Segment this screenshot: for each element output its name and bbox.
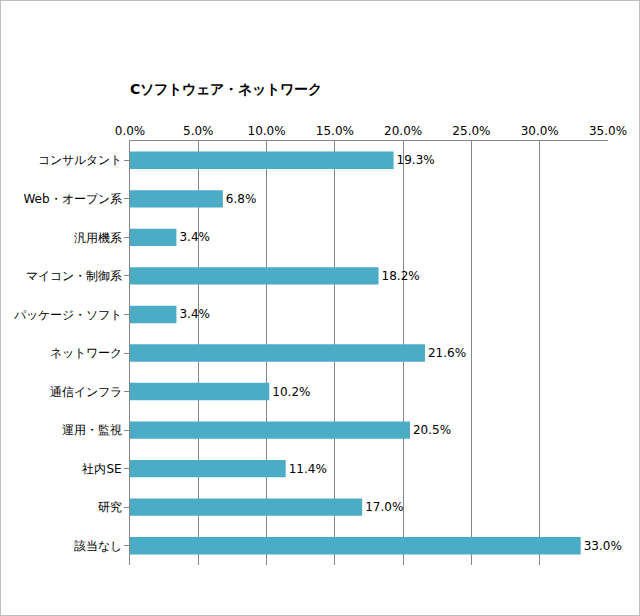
svg-text:10.0%: 10.0% — [248, 124, 286, 138]
svg-text:15.0%: 15.0% — [316, 124, 354, 138]
svg-text:5.0%: 5.0% — [183, 124, 214, 138]
svg-text:6.8%: 6.8% — [226, 192, 257, 206]
svg-text:通信インフラ: 通信インフラ — [50, 385, 122, 399]
svg-text:パッケージ・ソフト: パッケージ・ソフト — [13, 308, 122, 322]
svg-text:0.0%: 0.0% — [115, 124, 146, 138]
svg-text:該当なし: 該当なし — [74, 539, 122, 553]
svg-text:コンサルタント: コンサルタント — [38, 153, 122, 167]
svg-text:Web・オープン系: Web・オープン系 — [23, 192, 121, 206]
svg-text:20.5%: 20.5% — [413, 423, 451, 437]
svg-text:研究: 研究 — [98, 500, 122, 514]
svg-text:社内SE: 社内SE — [82, 462, 121, 476]
svg-text:17.0%: 17.0% — [365, 500, 403, 514]
svg-text:19.3%: 19.3% — [397, 153, 435, 167]
svg-text:30.0%: 30.0% — [521, 124, 559, 138]
svg-text:21.6%: 21.6% — [428, 346, 466, 360]
svg-text:Cソフトウェア・ネットワーク: Cソフトウェア・ネットワーク — [130, 81, 322, 97]
svg-text:25.0%: 25.0% — [452, 124, 490, 138]
svg-text:11.4%: 11.4% — [289, 462, 327, 476]
svg-text:運用・監視: 運用・監視 — [62, 423, 122, 437]
svg-text:マイコン・制御系: マイコン・制御系 — [26, 269, 122, 283]
svg-text:18.2%: 18.2% — [382, 269, 420, 283]
svg-text:ネットワーク: ネットワーク — [50, 346, 122, 360]
svg-text:35.0%: 35.0% — [589, 124, 627, 138]
svg-text:10.2%: 10.2% — [272, 385, 310, 399]
svg-text:汎用機系: 汎用機系 — [74, 231, 122, 245]
svg-text:20.0%: 20.0% — [384, 124, 422, 138]
svg-text:3.4%: 3.4% — [179, 230, 210, 244]
svg-text:3.4%: 3.4% — [179, 307, 210, 321]
svg-text:33.0%: 33.0% — [584, 539, 622, 553]
